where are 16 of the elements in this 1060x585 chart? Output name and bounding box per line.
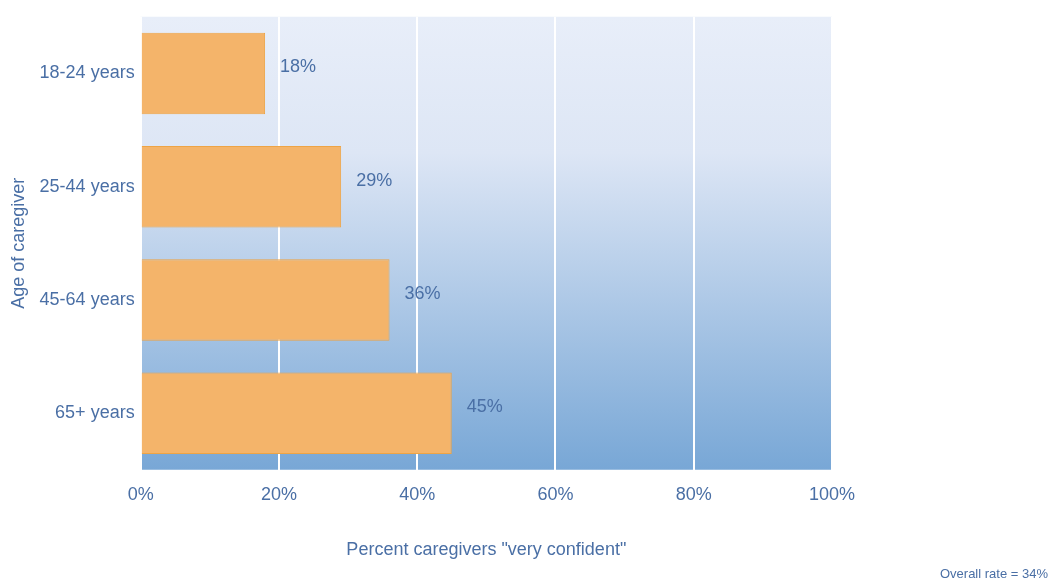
x-tick-label: 0% [127,483,154,504]
x-tick-label: 60% [537,483,574,504]
y-tick-label: 18-24 years [39,62,135,83]
text: Overall rate = 34% [939,566,1048,581]
y-tick-label: 65+ years [55,402,135,423]
x-tick-label: 40% [399,483,436,504]
y-tick-label: 45-64 years [39,288,135,309]
data-label: 18% [280,56,317,77]
y-tick-label: 25-44 years [39,175,135,196]
data-label: 45% [466,396,503,417]
y-axis-title: Age of caregiver [7,177,28,309]
x-axis-title: Percent caregivers "very confident" [346,539,627,560]
x-tick-label: 80% [675,483,712,504]
data-label: 29% [356,169,393,190]
x-tick-label: 20% [260,483,297,504]
x-tick-label: 100% [808,483,856,504]
